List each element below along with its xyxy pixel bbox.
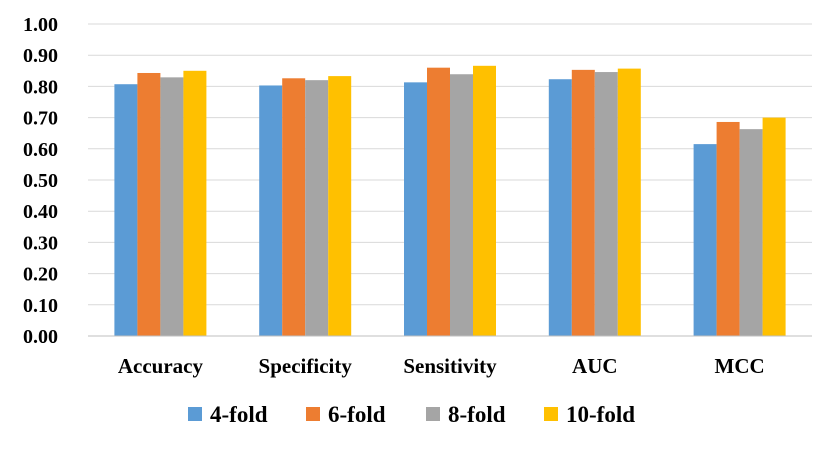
y-tick-label: 0.40 [23, 201, 58, 223]
legend-label: 6-fold [328, 402, 386, 427]
legend-swatch [426, 407, 440, 421]
legend-swatch [544, 407, 558, 421]
y-tick-label: 0.30 [23, 232, 58, 254]
bar-6-fold-accuracy [137, 72, 161, 336]
bar-6-fold-mcc [716, 121, 740, 336]
y-tick-label: 0.60 [23, 139, 58, 161]
legend-label: 10-fold [566, 402, 635, 427]
category-labels: Accuracy Specificity Sensitivity AUC MCC [118, 354, 765, 378]
legend: 4-fold 6-fold 8-fold 10-fold [188, 402, 635, 427]
y-tick-label: 0.80 [23, 76, 58, 98]
bars [114, 65, 786, 337]
legend-label: 8-fold [448, 402, 506, 427]
category-label: Sensitivity [403, 354, 497, 378]
y-tick-label: 0.20 [23, 264, 58, 286]
bar-6-fold-auc [571, 69, 595, 336]
bar-8-fold-specificity [305, 80, 329, 336]
y-tick-label: 1.00 [23, 14, 58, 36]
y-tick-label: 0.10 [23, 295, 58, 317]
y-tick-label: 0.50 [23, 170, 58, 192]
bar-4-fold-auc [548, 79, 572, 336]
category-label: AUC [572, 354, 618, 378]
category-label: MCC [715, 354, 765, 378]
y-tick-label: 0.00 [23, 326, 58, 348]
bar-10-fold-specificity [328, 76, 352, 336]
bar-10-fold-mcc [762, 117, 786, 336]
y-axis-ticks: 0.00 0.10 0.20 0.30 0.40 0.50 0.60 0.70 0.80 0.90… [23, 14, 58, 348]
bar-4-fold-specificity [259, 85, 283, 337]
bar-8-fold-accuracy [160, 77, 184, 337]
bar-4-fold-mcc [693, 144, 717, 336]
category-label: Accuracy [118, 354, 204, 378]
bar-4-fold-accuracy [114, 84, 138, 336]
bar-6-fold-specificity [282, 78, 306, 337]
bar-10-fold-accuracy [183, 70, 207, 337]
y-tick-label: 0.70 [23, 108, 58, 130]
bar-4-fold-sensitivity [404, 82, 427, 337]
legend-label: 4-fold [210, 402, 268, 427]
bar-10-fold-sensitivity [473, 65, 496, 337]
y-tick-label: 0.90 [23, 45, 58, 67]
legend-swatch [188, 407, 202, 421]
bar-8-fold-auc [594, 72, 618, 336]
bar-6-fold-sensitivity [427, 67, 450, 337]
bar-8-fold-mcc [739, 129, 763, 336]
bar-10-fold-auc [617, 68, 641, 336]
bar-8-fold-sensitivity [450, 74, 473, 337]
category-label: Specificity [259, 354, 353, 378]
legend-swatch [306, 407, 320, 421]
